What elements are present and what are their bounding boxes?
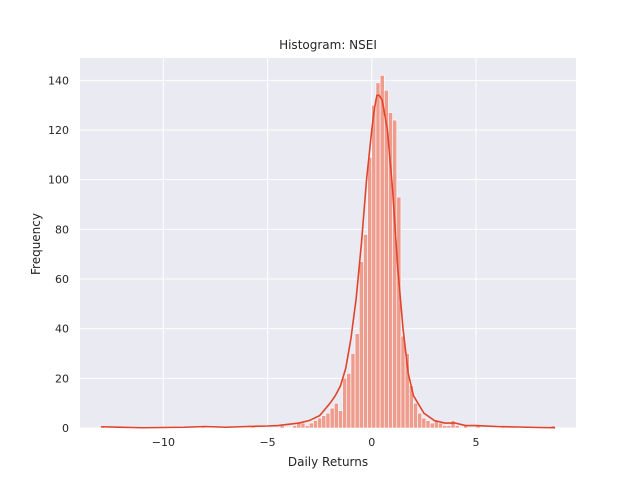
- histogram-bar: [292, 425, 298, 429]
- histogram-bar: [429, 422, 435, 429]
- x-axis-label: Daily Returns: [288, 455, 368, 469]
- histogram-bar: [363, 234, 368, 429]
- histogram-bar: [346, 373, 352, 429]
- histogram-bar: [300, 422, 306, 429]
- histogram-bar: [392, 119, 398, 429]
- x-tick-label: −5: [259, 436, 275, 449]
- kde-curve: [100, 94, 556, 429]
- y-axis-label: Frequency: [29, 213, 43, 275]
- histogram-bar: [342, 378, 348, 429]
- x-tick-label: 0: [368, 436, 375, 449]
- histogram-bar: [338, 410, 343, 429]
- y-tick-label: 140: [48, 74, 69, 87]
- histogram-bar: [313, 420, 318, 429]
- histogram-bar: [367, 157, 373, 429]
- histogram-bar: [354, 333, 360, 429]
- histogram-bar: [321, 415, 327, 429]
- histogram-bar: [308, 422, 314, 429]
- histogram-bar: [375, 82, 381, 429]
- x-tick-label: −10: [152, 436, 175, 449]
- histogram-bar: [358, 261, 364, 429]
- histogram-bar: [450, 420, 456, 429]
- y-tick-label: 80: [55, 223, 69, 236]
- histogram-bar: [400, 335, 406, 429]
- y-tick-label: 20: [55, 372, 69, 385]
- histogram-bar: [417, 412, 423, 429]
- histogram-bar: [454, 425, 460, 429]
- y-tick-labels: 0 20 40 60 80 100 120 140: [48, 74, 69, 435]
- histogram-bar: [396, 196, 402, 429]
- x-tick-labels: −10 −5 0 5: [152, 436, 480, 449]
- y-tick-label: 40: [55, 323, 69, 336]
- histogram-bar: [425, 420, 431, 429]
- histogram-bar: [329, 407, 335, 429]
- histogram-bar: [379, 75, 385, 429]
- y-tick-label: 0: [62, 422, 69, 435]
- histogram-bar: [304, 425, 310, 429]
- histogram-bar: [317, 417, 323, 429]
- y-tick-label: 100: [48, 174, 69, 187]
- histogram-bar: [325, 412, 331, 429]
- y-tick-label: 60: [55, 273, 69, 286]
- histogram-bar: [442, 425, 448, 429]
- x-tick-label: 5: [472, 436, 479, 449]
- histogram-bars: [100, 75, 556, 429]
- chart-title: Histogram: NSEI: [279, 38, 377, 52]
- histogram-bar: [413, 402, 418, 429]
- histogram-bar: [371, 104, 377, 429]
- histogram-bar: [446, 425, 452, 429]
- histogram-bar: [438, 422, 443, 429]
- histogram-bar: [333, 402, 339, 429]
- histogram-bar: [421, 417, 427, 429]
- y-tick-label: 120: [48, 124, 69, 137]
- histogram-bar: [350, 353, 356, 429]
- plot-area: [80, 58, 576, 428]
